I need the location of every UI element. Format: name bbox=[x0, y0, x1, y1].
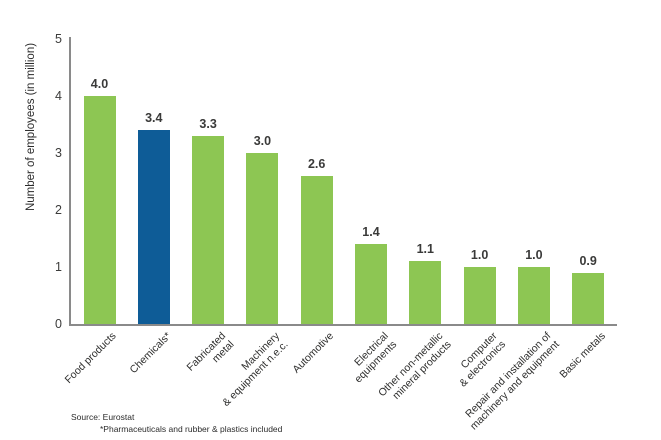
y-tick-label: 4 bbox=[55, 89, 62, 103]
bar-value-label: 3.4 bbox=[145, 111, 163, 126]
y-axis-title: Number of employees (in million) bbox=[25, 42, 37, 212]
bar-value-label: 1.0 bbox=[470, 248, 489, 262]
x-category-label: Basic metals bbox=[557, 330, 608, 381]
bar-value-label: 1.1 bbox=[416, 242, 434, 257]
y-tick-label: 1 bbox=[55, 260, 62, 274]
bar-value-label: 3.0 bbox=[253, 134, 272, 148]
bar-value-label: 3.3 bbox=[199, 116, 217, 131]
bar bbox=[83, 96, 116, 324]
x-category-label: Automotive bbox=[290, 330, 337, 376]
footnote-text: *Pharmaceuticals and rubber & plastics i… bbox=[100, 424, 283, 434]
y-axis-line bbox=[69, 37, 71, 326]
bar bbox=[463, 267, 496, 324]
bar bbox=[355, 244, 387, 324]
source-text: Source: Eurostat bbox=[71, 412, 135, 422]
bar bbox=[246, 153, 279, 324]
x-axis-line bbox=[69, 324, 617, 326]
bar bbox=[572, 272, 605, 324]
y-tick-label: 5 bbox=[55, 32, 62, 46]
bar bbox=[517, 267, 550, 324]
bar-value-label: 1.0 bbox=[525, 248, 543, 262]
bar bbox=[137, 130, 170, 324]
bar-value-label: 0.9 bbox=[579, 253, 597, 268]
bar-value-label: 1.4 bbox=[362, 225, 380, 240]
x-category-label: Food products bbox=[63, 330, 119, 386]
bar-value-label: 4.0 bbox=[90, 77, 109, 91]
bar bbox=[409, 261, 442, 324]
bar bbox=[192, 135, 225, 324]
bar-value-label: 2.6 bbox=[307, 156, 326, 171]
y-tick-label: 3 bbox=[55, 146, 62, 160]
x-category-label: Chemicals* bbox=[127, 330, 174, 377]
y-tick-label: 0 bbox=[55, 317, 62, 331]
bar bbox=[300, 175, 333, 324]
y-tick-label: 2 bbox=[55, 203, 62, 217]
